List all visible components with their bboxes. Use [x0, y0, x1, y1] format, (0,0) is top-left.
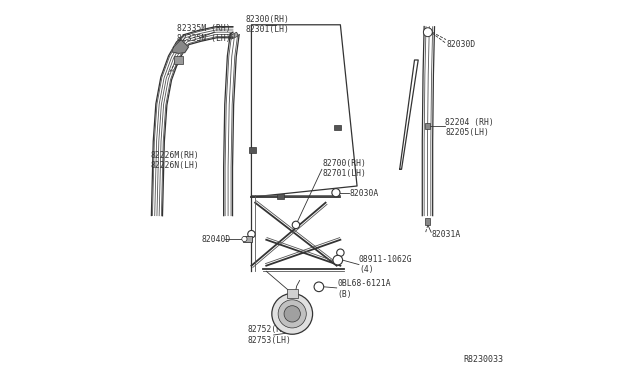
Circle shape [314, 282, 324, 292]
Text: 82300(RH)
82301(LH): 82300(RH) 82301(LH) [245, 15, 289, 35]
FancyBboxPatch shape [243, 235, 252, 242]
Polygon shape [172, 39, 188, 53]
Text: 82031A: 82031A [431, 230, 460, 239]
Text: 82204 (RH)
82205(LH): 82204 (RH) 82205(LH) [445, 118, 494, 137]
Bar [249, 147, 255, 153]
Text: 82700(RH)
82701(LH): 82700(RH) 82701(LH) [323, 158, 367, 178]
Polygon shape [229, 32, 239, 39]
Bar [425, 124, 431, 129]
Bar [334, 125, 340, 131]
Text: B: B [316, 282, 322, 291]
Circle shape [292, 221, 300, 229]
Text: 82752(RH)
82753(LH): 82752(RH) 82753(LH) [248, 325, 292, 345]
Text: 82335M (RH)
82335N (LH): 82335M (RH) 82335N (LH) [177, 23, 231, 43]
Bar [425, 218, 431, 225]
Text: 08911-1062G
(4): 08911-1062G (4) [359, 255, 413, 274]
Circle shape [248, 231, 255, 238]
Circle shape [333, 255, 342, 265]
FancyBboxPatch shape [174, 56, 183, 64]
Text: 0BL68-6121A
(B): 0BL68-6121A (B) [337, 279, 391, 299]
Circle shape [278, 300, 307, 328]
Text: 82030A: 82030A [349, 189, 379, 198]
Circle shape [242, 236, 247, 241]
Text: 82040D: 82040D [202, 235, 230, 244]
Circle shape [337, 249, 344, 256]
Circle shape [332, 189, 340, 197]
Bar [287, 289, 298, 298]
Text: 82226M(RH)
82226N(LH): 82226M(RH) 82226N(LH) [150, 151, 199, 170]
Circle shape [272, 294, 312, 334]
Bar [277, 194, 284, 199]
Circle shape [284, 306, 300, 322]
Text: R8230033: R8230033 [463, 355, 504, 364]
Circle shape [424, 28, 432, 37]
Text: N: N [335, 256, 341, 264]
Text: 82030D: 82030D [447, 40, 476, 49]
